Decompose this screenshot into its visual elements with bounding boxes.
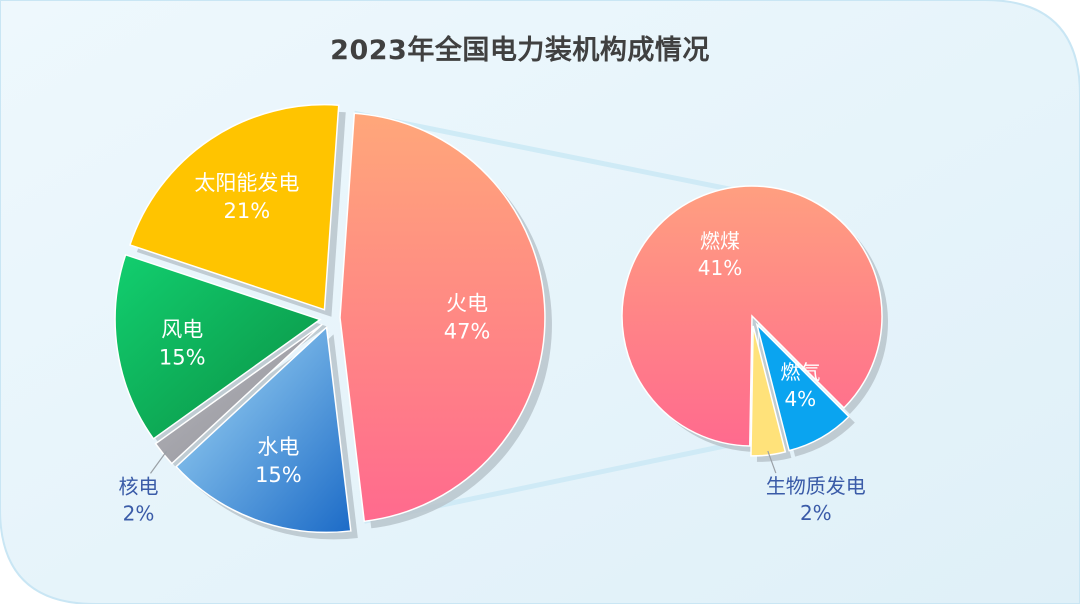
sub-pie-slice-2[interactable] bbox=[755, 322, 850, 452]
label-name-nuclear: 核电 bbox=[118, 474, 158, 498]
label-name-sub-3: 生物质发电 bbox=[766, 474, 866, 498]
label-value-nuclear: 2% bbox=[123, 501, 155, 525]
sub-pie-slice-1[interactable] bbox=[621, 185, 883, 447]
label-name-main-1: 火电 bbox=[446, 292, 488, 316]
label-value-main-4: 15% bbox=[159, 345, 206, 369]
connector-line-top bbox=[353, 110, 735, 193]
main-pie bbox=[114, 103, 552, 540]
leader-line-nuclear bbox=[150, 451, 167, 474]
label-value-sub-3: 2% bbox=[800, 501, 832, 525]
label-value-sub-2: 4% bbox=[784, 387, 816, 411]
main-pie-slice-2[interactable] bbox=[175, 325, 352, 534]
main-pie-slice-3[interactable] bbox=[154, 323, 323, 465]
chart-title: 2023年全国电力装机构成情况 bbox=[330, 35, 710, 66]
label-value-main-5: 21% bbox=[224, 199, 271, 223]
sub-pie-slice-3[interactable] bbox=[750, 325, 787, 457]
main-pie-slice-5[interactable] bbox=[128, 103, 340, 311]
label-name-sub-2: 燃气 bbox=[780, 360, 820, 384]
label-name-sub-1: 燃煤 bbox=[700, 229, 740, 253]
label-name-main-2: 水电 bbox=[257, 435, 299, 459]
main-pie-slice-1[interactable] bbox=[339, 112, 546, 523]
leader-line-biomass bbox=[767, 450, 777, 474]
label-name-main-5: 太阳能发电 bbox=[194, 171, 299, 195]
label-value-main-1: 47% bbox=[444, 320, 491, 344]
label-name-main-4: 风电 bbox=[161, 317, 203, 341]
label-value-main-2: 15% bbox=[255, 463, 302, 487]
label-value-sub-1: 41% bbox=[698, 256, 742, 280]
sub-pie bbox=[621, 185, 889, 462]
main-pie-slice-4[interactable] bbox=[114, 253, 322, 440]
